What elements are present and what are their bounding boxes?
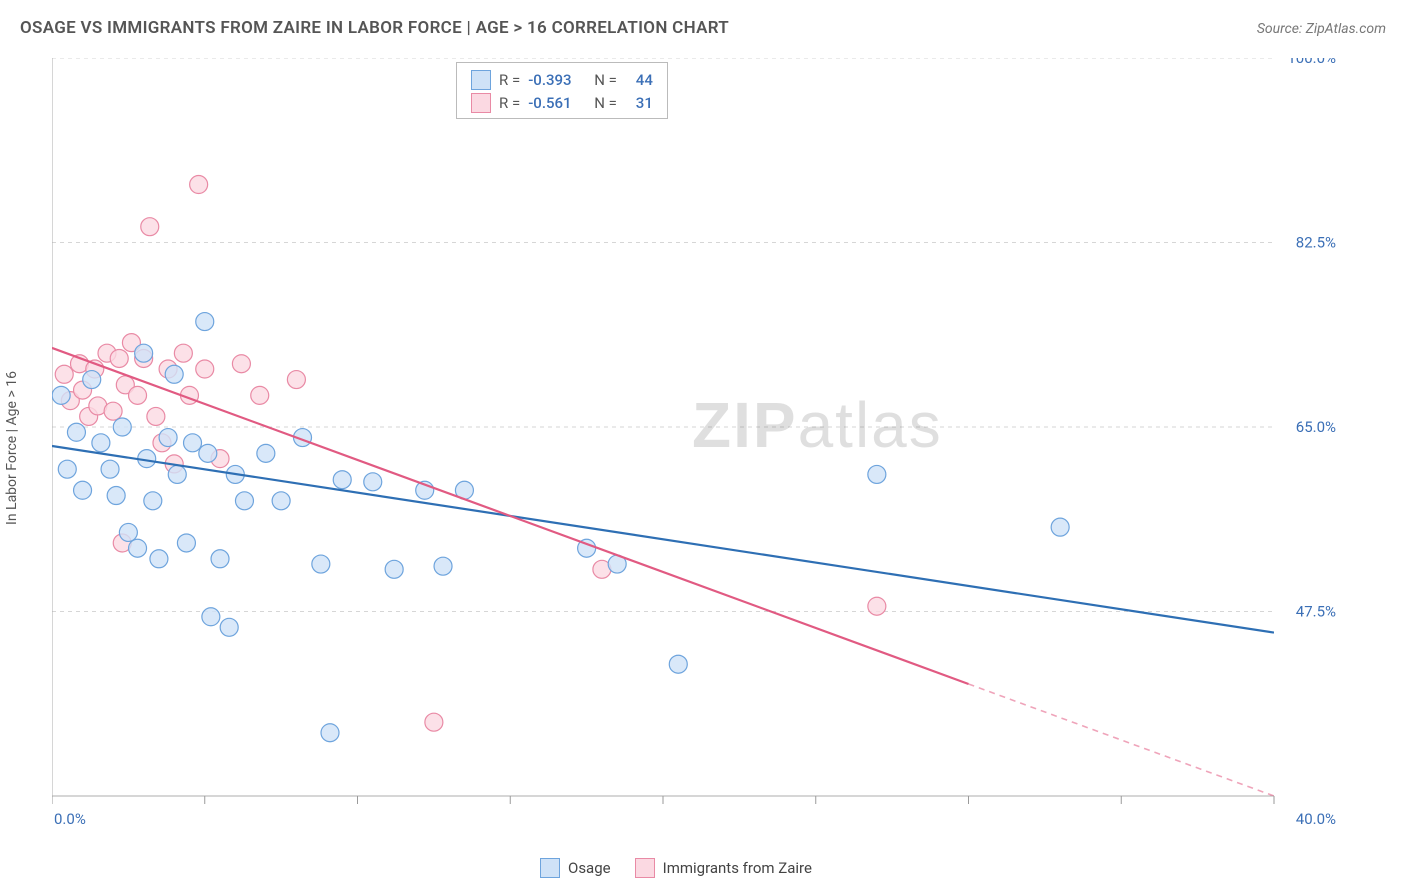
- scatter-point: [119, 523, 137, 541]
- correlation-scatter-chart: 47.5% 65.0% 82.5% 100.0% 0.0% 40.0%: [52, 58, 1342, 836]
- scatter-point: [58, 460, 76, 478]
- scatter-point: [232, 355, 250, 373]
- header-row: OSAGE VS IMMIGRANTS FROM ZAIRE IN LABOR …: [20, 18, 1386, 38]
- source-attribution: Source: ZipAtlas.com: [1257, 21, 1386, 37]
- y-axis-label: In Labor Force | Age > 16: [4, 371, 20, 525]
- chart-title: OSAGE VS IMMIGRANTS FROM ZAIRE IN LABOR …: [20, 18, 729, 38]
- y-tick-label: 47.5%: [1296, 603, 1336, 621]
- scatter-point: [235, 492, 253, 510]
- correlation-legend: R = -0.393 N = 44 R = -0.561 N = 31: [456, 62, 668, 119]
- scatter-point: [434, 557, 452, 575]
- trend-line: [52, 446, 1274, 633]
- r-label: R =: [499, 69, 520, 92]
- scatter-point: [364, 473, 382, 491]
- x-tick-label: 0.0%: [54, 810, 86, 828]
- scatter-point: [321, 724, 339, 742]
- scatter-point: [184, 434, 202, 452]
- scatter-point: [669, 655, 687, 673]
- scatter-point: [67, 423, 85, 441]
- chart-plot-area: 47.5%65.0%82.5%100.0%0.0%40.0% ZIPatlas …: [52, 58, 1342, 836]
- scatter-point: [110, 349, 128, 367]
- scatter-point: [165, 365, 183, 383]
- y-tick-label: 100.0%: [1287, 58, 1336, 67]
- n-value: 44: [625, 69, 653, 92]
- scatter-point: [202, 608, 220, 626]
- scatter-point: [257, 444, 275, 462]
- series-legend-item: Immigrants from Zaire: [635, 858, 812, 878]
- scatter-point: [177, 534, 195, 552]
- scatter-point: [168, 465, 186, 483]
- scatter-point: [83, 371, 101, 389]
- series-legend-item: Osage: [540, 858, 611, 878]
- scatter-point: [190, 176, 208, 194]
- scatter-point: [104, 402, 122, 420]
- scatter-point: [135, 344, 153, 362]
- scatter-point: [113, 418, 131, 436]
- series-legend-label: Immigrants from Zaire: [663, 859, 812, 877]
- scatter-point: [220, 618, 238, 636]
- scatter-point: [272, 492, 290, 510]
- scatter-point: [74, 481, 92, 499]
- scatter-point: [174, 344, 192, 362]
- scatter-point: [868, 597, 886, 615]
- scatter-point: [385, 560, 403, 578]
- scatter-point: [1051, 518, 1069, 536]
- scatter-point: [150, 550, 168, 568]
- scatter-point: [312, 555, 330, 573]
- scatter-point: [159, 429, 177, 447]
- scatter-point: [129, 386, 147, 404]
- scatter-point: [101, 460, 119, 478]
- scatter-point: [425, 713, 443, 731]
- y-tick-label: 65.0%: [1296, 418, 1336, 436]
- scatter-point: [868, 465, 886, 483]
- scatter-point: [196, 313, 214, 331]
- r-label: R =: [499, 92, 520, 115]
- y-tick-label: 82.5%: [1296, 234, 1336, 252]
- trend-line-extrapolated: [969, 684, 1275, 796]
- scatter-point: [196, 360, 214, 378]
- legend-swatch: [471, 70, 491, 90]
- r-value: -0.561: [528, 92, 580, 115]
- n-value: 31: [625, 92, 653, 115]
- scatter-point: [287, 371, 305, 389]
- scatter-point: [211, 550, 229, 568]
- correlation-legend-row: R = -0.393 N = 44: [471, 69, 653, 92]
- r-value: -0.393: [528, 69, 580, 92]
- scatter-point: [333, 471, 351, 489]
- n-label: N =: [594, 92, 617, 115]
- scatter-point: [107, 487, 125, 505]
- correlation-legend-row: R = -0.561 N = 31: [471, 92, 653, 115]
- scatter-point: [52, 386, 70, 404]
- legend-swatch: [540, 858, 560, 878]
- series-legend-label: Osage: [568, 859, 611, 877]
- n-label: N =: [594, 69, 617, 92]
- scatter-point: [55, 365, 73, 383]
- scatter-point: [251, 386, 269, 404]
- scatter-point: [147, 407, 165, 425]
- scatter-point: [199, 444, 217, 462]
- legend-swatch: [635, 858, 655, 878]
- scatter-point: [144, 492, 162, 510]
- trend-line: [52, 348, 969, 684]
- x-tick-label: 40.0%: [1296, 810, 1336, 828]
- series-legend: Osage Immigrants from Zaire: [540, 858, 812, 878]
- legend-swatch: [471, 93, 491, 113]
- scatter-point: [92, 434, 110, 452]
- scatter-point: [141, 218, 159, 236]
- scatter-point: [129, 539, 147, 557]
